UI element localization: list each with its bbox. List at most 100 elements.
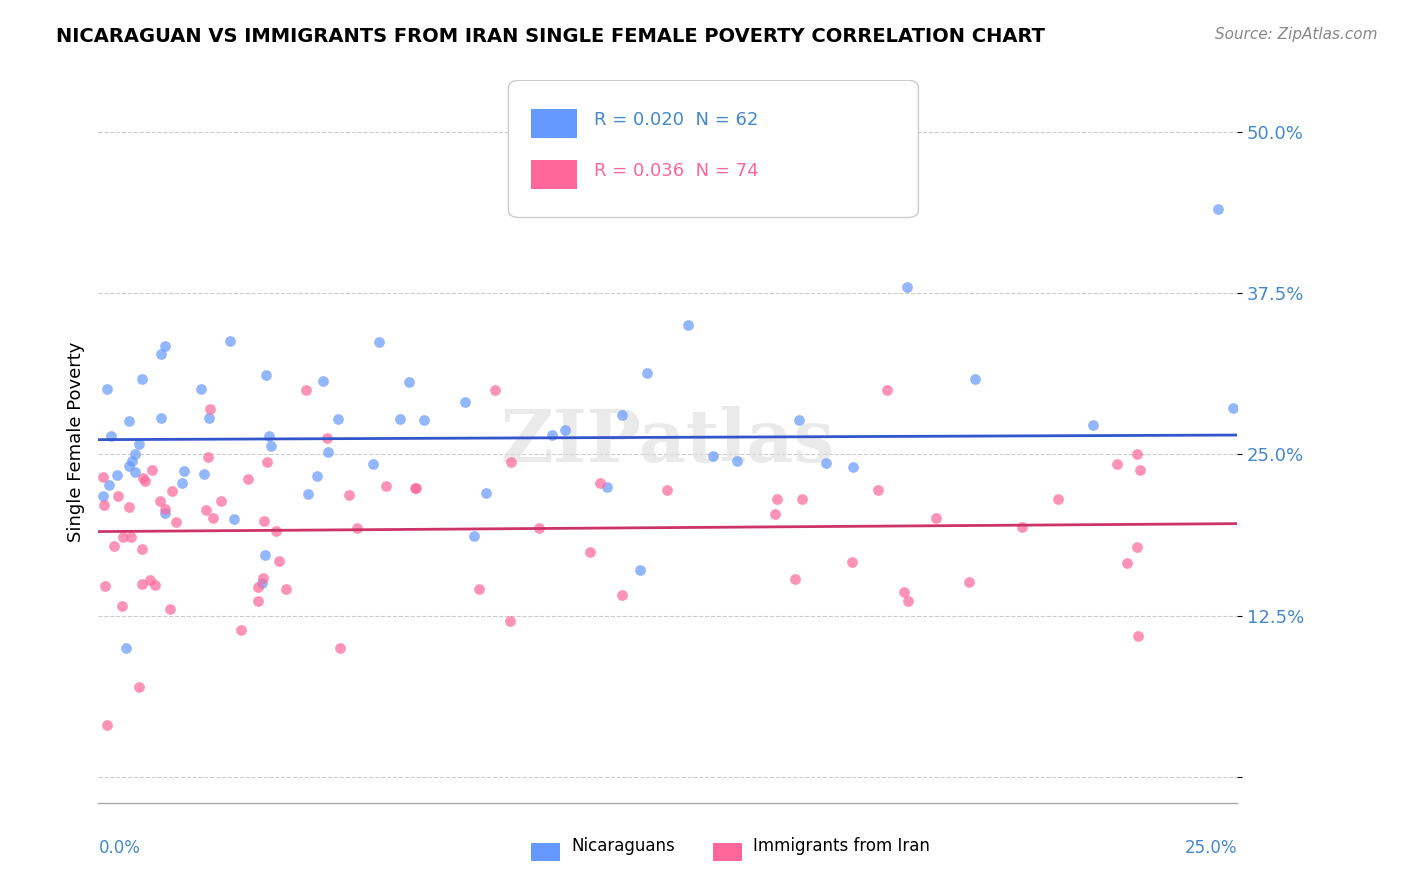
Point xyxy=(159,601,181,615)
Point xyxy=(118,414,141,428)
Point xyxy=(150,347,173,361)
Point xyxy=(256,454,278,468)
Point xyxy=(628,563,651,577)
Text: ZIPatlas: ZIPatlas xyxy=(501,406,835,477)
Point xyxy=(484,383,506,397)
Point xyxy=(219,334,242,348)
Point xyxy=(814,456,837,470)
Point xyxy=(190,382,212,396)
Point xyxy=(252,514,274,528)
Point xyxy=(316,431,339,445)
Point xyxy=(201,511,224,525)
Point xyxy=(725,454,748,468)
Point xyxy=(198,411,221,425)
Point xyxy=(1236,461,1258,475)
Point xyxy=(128,437,150,451)
Point xyxy=(1081,417,1104,432)
Point xyxy=(866,483,889,497)
Point xyxy=(96,382,118,396)
Point xyxy=(238,472,260,486)
Point xyxy=(103,539,125,553)
Point xyxy=(120,530,142,544)
Point xyxy=(114,640,136,655)
Point xyxy=(763,507,786,521)
Y-axis label: Single Female Poverty: Single Female Poverty xyxy=(66,342,84,541)
Point xyxy=(657,483,679,497)
Point xyxy=(260,439,283,453)
Point xyxy=(257,429,280,443)
Point xyxy=(1107,457,1129,471)
Point xyxy=(1125,540,1147,554)
Point xyxy=(329,640,352,655)
Point xyxy=(121,454,143,468)
Point xyxy=(105,467,128,482)
Point xyxy=(413,413,436,427)
Text: Immigrants from Iran: Immigrants from Iran xyxy=(754,838,931,855)
Point xyxy=(98,478,121,492)
Point xyxy=(141,463,163,477)
Point xyxy=(404,481,426,495)
Point xyxy=(267,554,290,568)
Point xyxy=(198,402,221,417)
FancyBboxPatch shape xyxy=(713,843,742,861)
Point xyxy=(170,476,193,491)
Point xyxy=(636,367,658,381)
Point xyxy=(1285,416,1308,430)
Point xyxy=(475,486,498,500)
Text: 0.0%: 0.0% xyxy=(98,838,141,857)
Point xyxy=(91,489,114,503)
Point xyxy=(150,411,173,425)
Point xyxy=(111,599,134,613)
Point xyxy=(253,549,276,563)
Point xyxy=(1011,519,1033,533)
FancyBboxPatch shape xyxy=(531,109,576,138)
Point xyxy=(100,428,122,442)
Point xyxy=(274,582,297,596)
Point xyxy=(252,571,274,585)
Point xyxy=(957,574,980,589)
Point xyxy=(454,395,477,409)
Point xyxy=(194,503,217,517)
Text: NICARAGUAN VS IMMIGRANTS FROM IRAN SINGLE FEMALE POVERTY CORRELATION CHART: NICARAGUAN VS IMMIGRANTS FROM IRAN SINGL… xyxy=(56,27,1045,45)
Point xyxy=(173,464,195,478)
Point xyxy=(246,580,269,594)
Point xyxy=(165,515,187,529)
Point xyxy=(149,494,172,508)
FancyBboxPatch shape xyxy=(531,843,560,861)
Point xyxy=(118,500,141,514)
Point xyxy=(96,718,118,732)
Point xyxy=(145,578,167,592)
Point xyxy=(222,512,245,526)
Point xyxy=(527,521,550,535)
Point xyxy=(610,588,633,602)
Point xyxy=(1254,434,1277,449)
Point xyxy=(94,579,117,593)
Point xyxy=(1047,491,1070,506)
Point xyxy=(789,413,811,427)
Point xyxy=(1115,556,1137,570)
Point xyxy=(131,471,153,485)
Text: Source: ZipAtlas.com: Source: ZipAtlas.com xyxy=(1215,27,1378,42)
Point xyxy=(131,371,153,385)
Point xyxy=(924,511,946,525)
Point xyxy=(790,491,813,506)
Point xyxy=(328,412,350,426)
Point xyxy=(264,524,287,538)
Point xyxy=(499,455,522,469)
Point xyxy=(676,318,699,333)
Point xyxy=(124,466,146,480)
Point xyxy=(897,594,920,608)
Point xyxy=(702,449,724,463)
FancyBboxPatch shape xyxy=(509,80,918,218)
Point xyxy=(128,680,150,694)
Point xyxy=(247,594,270,608)
Point xyxy=(398,376,420,390)
Point xyxy=(297,486,319,500)
Point xyxy=(107,489,129,503)
Point xyxy=(405,481,427,495)
Point xyxy=(842,459,865,474)
Point xyxy=(893,585,915,599)
Point xyxy=(229,623,252,637)
Point xyxy=(554,423,576,437)
Point xyxy=(610,409,633,423)
